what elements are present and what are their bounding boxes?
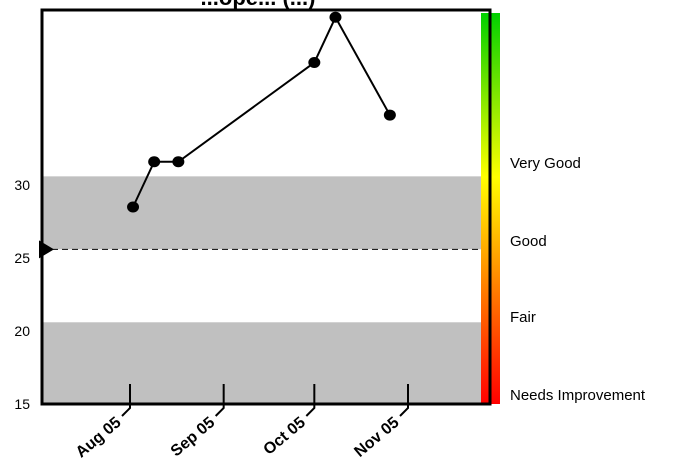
data-point-2: [148, 156, 161, 168]
x-tick-label: Aug 05: [73, 414, 125, 461]
rating-label: Very Good: [510, 155, 581, 172]
y-tick-label: 30: [14, 177, 30, 193]
data-point-5: [329, 11, 342, 23]
data-point-6: [383, 109, 396, 121]
y-tick-label: 25: [14, 250, 30, 266]
range-bands: [42, 176, 490, 404]
x-tick-mark: [305, 384, 316, 417]
data-point-1: [127, 201, 140, 213]
x-tick-label: Sep 05: [168, 414, 219, 460]
rating-label: Fair: [510, 309, 536, 326]
y-tick-label: 20: [14, 323, 30, 339]
x-tick-mark: [214, 384, 225, 417]
y-tick-label: 15: [14, 396, 30, 412]
data-point-3: [172, 156, 185, 168]
x-tick-label: Oct 05: [260, 414, 308, 459]
series-path: [132, 15, 391, 208]
rating-label: Needs Improvement: [510, 387, 646, 404]
series-line: [127, 11, 396, 213]
rating-label: Good: [510, 233, 547, 250]
range-band-1: [42, 322, 490, 404]
plot-frame: [40, 8, 492, 406]
data-point-4: [308, 57, 321, 69]
chart-title: ...ope... (...): [201, 0, 316, 10]
x-tick-mark: [121, 384, 131, 417]
range-band-2: [42, 176, 490, 250]
x-tick-label: Nov 05: [351, 414, 402, 461]
rating-labels: Very Good Good Fair Needs Improvement: [510, 155, 646, 404]
y-axis: 15 20 25 30: [14, 177, 30, 412]
x-tick-mark: [399, 384, 409, 417]
